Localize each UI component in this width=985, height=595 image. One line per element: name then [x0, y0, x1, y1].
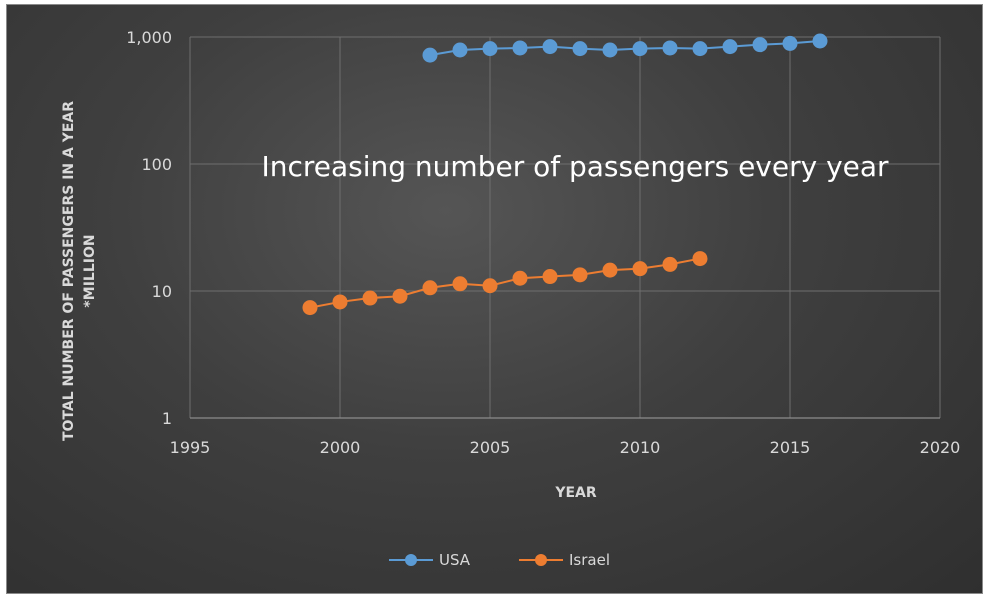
- chart-panel: 1995 2000 2005 2010 2015 2020 1 10 100 1,000 Incr…: [6, 4, 983, 594]
- x-tick-label: 2010: [620, 438, 661, 457]
- data-point-israel: [692, 251, 708, 267]
- data-point-usa: [632, 41, 648, 57]
- data-point-israel: [362, 290, 378, 306]
- data-point-usa: [422, 47, 438, 63]
- axes: 1995 2000 2005 2010 2015 2020 1 10 100 1,000: [126, 28, 960, 457]
- data-point-usa: [452, 42, 468, 58]
- data-point-israel: [482, 278, 498, 294]
- legend-marker-israel: [535, 554, 547, 566]
- y-tick-label: 100: [141, 155, 172, 174]
- data-point-usa: [572, 41, 588, 57]
- y-axis-title-line2: *MILLION: [82, 234, 98, 307]
- data-point-israel: [332, 294, 348, 310]
- x-axis-title: YEAR: [554, 485, 597, 501]
- data-point-israel: [512, 270, 528, 286]
- data-point-israel: [542, 269, 558, 285]
- data-point-israel: [392, 288, 408, 304]
- x-tick-label: 2000: [320, 438, 361, 457]
- data-point-usa: [812, 33, 828, 49]
- data-point-usa: [722, 39, 738, 55]
- data-point-usa: [482, 41, 498, 57]
- data-point-israel: [302, 300, 318, 316]
- legend-label-israel: Israel: [569, 551, 610, 569]
- data-point-usa: [782, 35, 798, 51]
- legend-marker-usa: [405, 554, 417, 566]
- series-layer: [302, 33, 828, 316]
- legend: USA Israel: [389, 551, 610, 569]
- y-tick-label: 10: [152, 282, 172, 301]
- grid: [189, 36, 941, 418]
- data-point-usa: [512, 40, 528, 56]
- chart-svg: 1995 2000 2005 2010 2015 2020 1 10 100 1,000 Incr…: [61, 28, 960, 569]
- data-point-usa: [752, 37, 768, 53]
- x-tick-label: 2005: [470, 438, 511, 457]
- data-point-israel: [632, 261, 648, 277]
- legend-label-usa: USA: [439, 551, 471, 569]
- data-point-israel: [422, 280, 438, 296]
- y-axis-title-line1: TOTAL NUMBER OF PASSENGERS IN A YEAR: [61, 101, 77, 441]
- y-tick-label: 1,000: [126, 28, 172, 47]
- x-tick-label: 1995: [170, 438, 211, 457]
- data-point-usa: [602, 42, 618, 58]
- x-tick-label: 2015: [770, 438, 811, 457]
- data-point-israel: [602, 262, 618, 278]
- data-point-usa: [542, 39, 558, 55]
- x-tick-label: 2020: [920, 438, 961, 457]
- y-tick-label: 1: [162, 409, 172, 428]
- data-point-israel: [572, 267, 588, 283]
- data-point-israel: [662, 256, 678, 272]
- data-point-israel: [452, 276, 468, 292]
- chart-annotation: Increasing number of passengers every ye…: [261, 150, 889, 183]
- data-point-usa: [662, 40, 678, 56]
- data-point-usa: [692, 41, 708, 57]
